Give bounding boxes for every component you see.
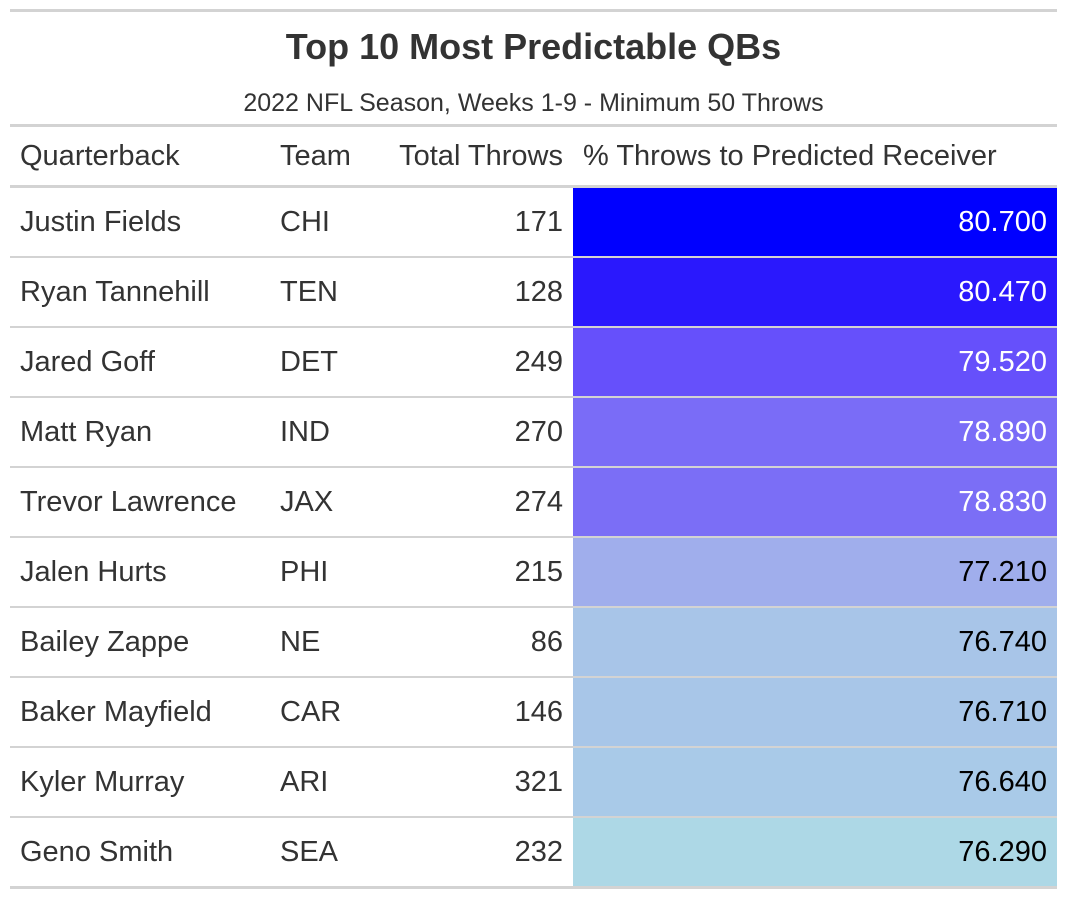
pct-predicted-cell: 78.890 <box>573 396 1057 467</box>
team-cell: ARI <box>270 746 370 817</box>
column-header-total-throws: Total Throws <box>399 139 563 172</box>
table-row: Trevor Lawrence JAX 274 78.830 <box>10 466 1057 537</box>
table-body: Justin Fields CHI 171 80.700 Ryan Tannehill T… <box>10 186 1057 886</box>
pct-predicted-cell: 76.290 <box>573 816 1057 886</box>
total-throws-cell: 128 <box>370 256 573 327</box>
table-row: Jalen Hurts PHI 215 77.210 <box>10 536 1057 607</box>
total-throws-cell: 146 <box>370 676 573 747</box>
total-throws-cell: 274 <box>370 466 573 537</box>
header-rule <box>10 124 1057 127</box>
table-title: Top 10 Most Predictable QBs <box>285 26 782 67</box>
team-cell: DET <box>270 326 370 397</box>
team-cell: SEA <box>270 816 370 886</box>
column-header-quarterback: Quarterback <box>20 139 180 172</box>
column-header-pct-predicted: % Throws to Predicted Receiver <box>583 139 997 172</box>
pct-predicted-cell: 80.700 <box>573 186 1057 257</box>
table-row: Ryan Tannehill TEN 128 80.470 <box>10 256 1057 327</box>
total-throws-cell: 232 <box>370 816 573 886</box>
total-throws-cell: 270 <box>370 396 573 467</box>
total-throws-cell: 86 <box>370 606 573 677</box>
team-cell: CHI <box>280 205 330 238</box>
table-row: Matt Ryan IND 270 78.890 <box>10 396 1057 467</box>
bottom-rule <box>10 886 1057 889</box>
total-throws-cell: 321 <box>370 746 573 817</box>
header-row: Quarterback Team Total Throws % Throws t… <box>10 127 1057 187</box>
pct-predicted-cell: 76.740 <box>573 606 1057 677</box>
table-row: Kyler Murray ARI 321 76.640 <box>10 746 1057 817</box>
team-cell: JAX <box>270 466 370 537</box>
pct-predicted-cell: 80.470 <box>573 256 1057 327</box>
quarterback-cell: Geno Smith <box>10 816 270 886</box>
quarterback-cell: Matt Ryan <box>10 396 270 467</box>
quarterback-cell: Trevor Lawrence <box>10 466 270 537</box>
pct-predicted-cell: 79.520 <box>573 326 1057 397</box>
qb-table-container: Top 10 Most Predictable QBs 2022 NFL Sea… <box>10 9 1057 889</box>
quarterback-cell: Baker Mayfield <box>10 676 270 747</box>
quarterback-cell: Ryan Tannehill <box>10 256 270 327</box>
pct-predicted-cell: 78.830 <box>573 466 1057 537</box>
team-cell: TEN <box>270 256 370 327</box>
quarterback-cell: Jared Goff <box>10 326 270 397</box>
team-cell: NE <box>270 606 370 677</box>
team-cell: IND <box>270 396 370 467</box>
quarterback-cell: Kyler Murray <box>10 746 270 817</box>
pct-predicted-cell: 77.210 <box>573 536 1057 607</box>
team-cell: PHI <box>270 536 370 607</box>
total-throws-cell: 171 <box>514 205 563 238</box>
team-cell: CAR <box>270 676 370 747</box>
total-throws-cell: 215 <box>370 536 573 607</box>
pct-predicted-cell: 76.640 <box>573 746 1057 817</box>
table-subtitle: 2022 NFL Season, Weeks 1-9 - Minimum 50 … <box>243 89 824 117</box>
pct-predicted-cell: 76.710 <box>573 676 1057 747</box>
quarterback-cell: Jalen Hurts <box>10 536 270 607</box>
table-row: Geno Smith SEA 232 76.290 <box>10 816 1057 886</box>
quarterback-cell: Justin Fields <box>20 205 182 238</box>
total-throws-cell: 249 <box>370 326 573 397</box>
column-header-team: Team <box>280 139 351 172</box>
table-row: Justin Fields CHI 171 80.700 <box>10 186 1057 257</box>
table-row: Jared Goff DET 249 79.520 <box>10 326 1057 397</box>
quarterback-cell: Bailey Zappe <box>10 606 270 677</box>
table-row: Bailey Zappe NE 86 76.740 <box>10 606 1057 677</box>
qb-table: Quarterback Team Total Throws % Throws t… <box>10 127 1057 886</box>
top-rule <box>10 9 1057 12</box>
table-row: Baker Mayfield CAR 146 76.710 <box>10 676 1057 747</box>
